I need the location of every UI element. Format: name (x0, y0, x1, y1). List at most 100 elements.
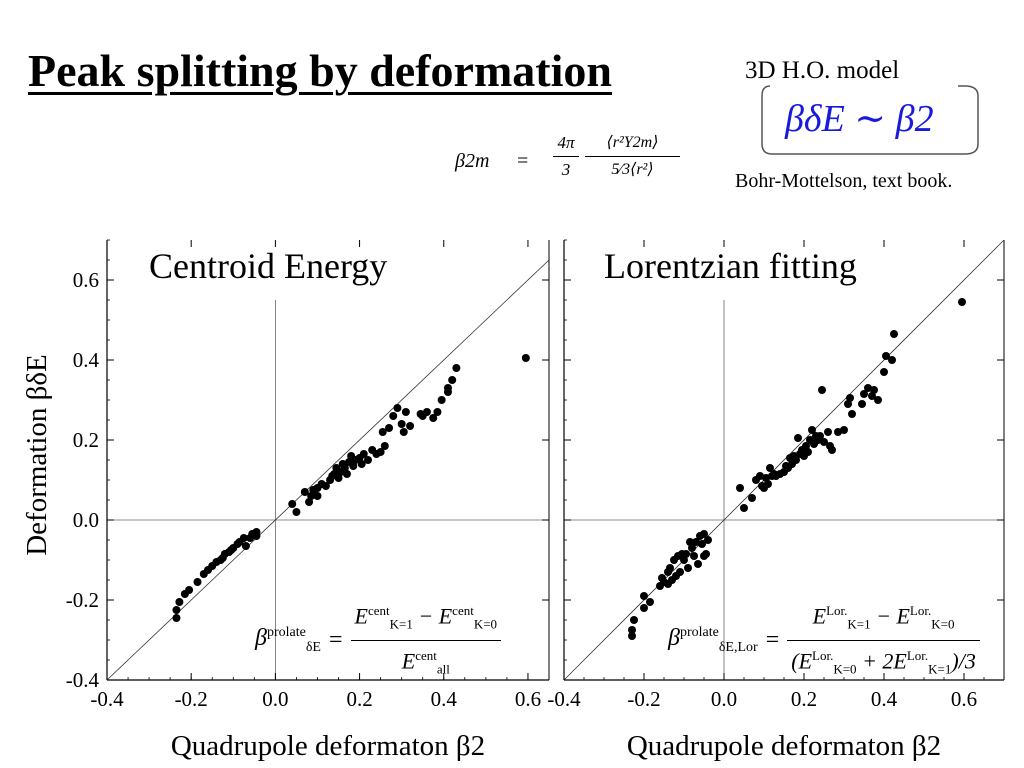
reference-text: Bohr-Mottelson, text book. (735, 170, 953, 192)
panel-1-data-point (399, 428, 408, 436)
panel-1-data-point (376, 448, 385, 456)
panel-2-data-point (630, 616, 638, 624)
panel-1-data-point (321, 482, 330, 490)
panel-2-data-point (828, 446, 836, 454)
panel-2-data-point (816, 432, 824, 440)
panel-1-data-point (334, 474, 343, 482)
panel-1-diagonal-reference-line (106, 259, 550, 681)
panel-2-data-point (824, 428, 832, 436)
formula-equals: = (517, 150, 529, 172)
panel-2-data-point (640, 592, 648, 600)
panel-1-data-point (288, 500, 297, 508)
panel-1-x-tick-label: 0.4 (431, 687, 458, 711)
panel-1-x-tick-label: -0.4 (90, 687, 124, 711)
panel-2-data-point (870, 386, 878, 394)
panel-2-data-point (890, 330, 898, 338)
panel-2-data-point (640, 604, 648, 612)
centroid-formula-annotation: βprolateδE = EcentK=1 − EcentK=0 Ecentall (255, 596, 502, 684)
panel-2-data-point (736, 484, 744, 492)
panel-1-data-point (443, 384, 452, 392)
panel-2-x-tick-label: -0.2 (627, 687, 660, 711)
panel-2-data-point (818, 386, 826, 394)
panel-2-data-point (748, 494, 756, 502)
panel-2-data-point (860, 390, 868, 398)
panel-2-data-point (684, 564, 692, 572)
formula-denominator: 5⁄3⟨r²⟩ (611, 161, 654, 178)
lorentzian-formula-annotation: βprolateδE,Lor = ELor.K=1 − ELor.K=0 (ELor.… (668, 596, 980, 684)
panel-1-data-point (241, 542, 250, 550)
panel-2-data-point (840, 426, 848, 434)
panel-1-data-point (349, 462, 358, 470)
panel-1-data-point (422, 408, 431, 416)
panel-1-data-point (357, 460, 366, 468)
panel-2-data-point (694, 560, 702, 568)
panel-2-data-point (676, 568, 684, 576)
panel-2-data-point (882, 352, 890, 360)
panel-1-data-point (307, 492, 316, 500)
panel-2-data-point (848, 410, 856, 418)
panel-1-data-point (429, 414, 438, 422)
panel-1-data-point (433, 408, 442, 416)
panel-1-data-point (406, 422, 415, 430)
panel-1-y-tick-label: 0.6 (73, 268, 99, 292)
panel-1-x-axis-label: Quadrupole deformaton β2 (171, 730, 485, 762)
panel-1-y-tick-label: 0.0 (73, 508, 99, 532)
panel-2-x-tick-label: 0.2 (791, 687, 817, 711)
panel-1-x-tick-label: 0.0 (262, 687, 288, 711)
panel-1-x-tick-label: 0.2 (346, 687, 372, 711)
panel-2-data-point (646, 598, 654, 606)
panel-2-data-point (880, 368, 888, 376)
panel-2-data-point (820, 438, 828, 446)
beta-definition-formula: β2m = 4π 3 ⟨r²Y2m⟩ 5⁄3⟨r²⟩ (455, 130, 685, 200)
panel-2-data-point (628, 626, 636, 634)
panel-1-data-point (300, 488, 309, 496)
panel-2-data-point (808, 426, 816, 434)
panel-2-data-point (698, 540, 706, 548)
formula-coef-numerator: 4π (553, 130, 579, 157)
panel-1-data-point (342, 470, 351, 478)
panel-2-data-point (628, 632, 636, 640)
panel-2-data-point (704, 536, 712, 544)
panel-2-diagonal-reference-line (563, 239, 1005, 681)
panel-2-x-tick-label: -0.4 (547, 687, 581, 711)
panel-1-data-point (359, 450, 368, 458)
panel-1-data-point (452, 364, 461, 372)
panel-1-data-point (380, 442, 389, 450)
panel-2-data-point (766, 464, 774, 472)
panel-1-data-point (172, 606, 181, 614)
panel-2-data-point (740, 504, 748, 512)
panel-2-x-tick-label: 0.4 (871, 687, 898, 711)
panel-1-y-tick-label: -0.2 (66, 588, 99, 612)
formula-fraction: ⟨r²Y2m⟩ 5⁄3⟨r²⟩ (585, 130, 680, 183)
panel-2-data-point (794, 434, 802, 442)
panel-1-data-point (378, 428, 387, 436)
panel-1-data-point (521, 354, 530, 362)
panel-2-x-tick-label: 0.6 (951, 687, 977, 711)
panel-1-data-point (389, 412, 398, 420)
panel-2-data-point (666, 564, 674, 572)
panel-2-data-point (688, 544, 696, 552)
panel-1-x-tick-label: 0.6 (515, 687, 541, 711)
panel-2-chart-title: Lorentzian fitting (604, 246, 857, 286)
panel-2-x-tick-label: 0.0 (711, 687, 737, 711)
panel-2-x-axis-label: Quadrupole deformaton β2 (627, 730, 941, 762)
panel-1-data-point (385, 424, 394, 432)
slide-title: Peak splitting by deformation (28, 45, 612, 96)
formula-coef-denominator: 3 (561, 160, 571, 179)
panel-2-data-point (702, 550, 710, 558)
formula-numerator: ⟨r²Y2m⟩ (585, 130, 680, 157)
panel-1-data-point (175, 598, 184, 606)
panel-2-data-point (764, 480, 772, 488)
panel-2-data-point (690, 552, 698, 560)
panel-2-data-point (700, 530, 708, 538)
panel-2-data-point (792, 456, 800, 464)
panel-1-data-point (292, 508, 301, 516)
panel-1-data-point (340, 464, 349, 472)
panel-2-data-point (846, 394, 854, 402)
model-formula-bracket (761, 85, 979, 155)
formula-lhs: β2m (455, 150, 490, 172)
panel-1-data-point (239, 534, 248, 542)
panel-1-x-tick-label: -0.2 (175, 687, 208, 711)
formula-coefficient: 4π 3 (553, 130, 579, 183)
